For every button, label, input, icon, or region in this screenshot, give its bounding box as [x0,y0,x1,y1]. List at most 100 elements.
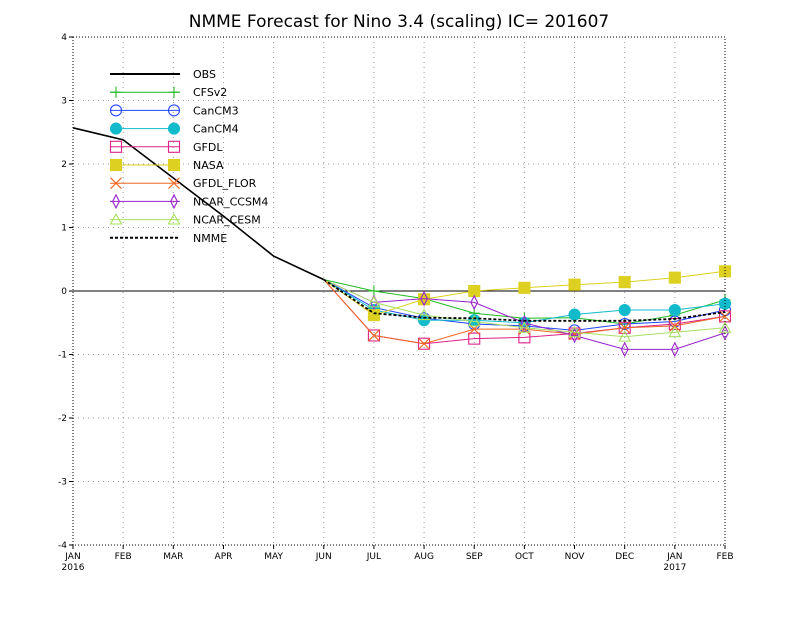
data-point-gfdl-flor [368,329,380,342]
y-tick-label: 0 [61,287,67,297]
legend-marker-gfdl [167,140,181,153]
y-tick-label: 3 [61,97,67,107]
legend-marker-ncar-ccsm4 [170,193,178,210]
legend-entry-nasa: NASA [109,158,224,172]
data-point-gfdl-flor [418,337,430,350]
legend-label-ncar-ccsm4: NCAR_CCSM4 [193,195,268,208]
legend-marker-cancm3 [167,104,181,117]
plot-frame [72,36,726,546]
chart-title: NMME Forecast for Nino 3.4 (scaling) IC=… [189,12,610,32]
x-year-label: 2017 [663,563,686,573]
series-obs [72,127,325,281]
data-point-nasa [568,278,581,291]
legend-marker-nasa [109,158,123,172]
series-lines [72,127,732,358]
data-point-gfdl [367,329,380,342]
data-point-nasa [668,271,681,284]
x-tick-label: JAN [666,552,682,562]
data-point-nasa [518,281,531,294]
data-point-ncar-ccsm4 [470,294,479,311]
data-point-gfdl-flor [719,310,731,323]
legend-marker-ncar-cesm [109,212,123,225]
legend-entry-ncar-ccsm4: NCAR_CCSM4 [110,193,268,210]
data-point-ncar-ccsm4 [620,341,629,358]
y-tick-label: 2 [61,160,67,170]
x-tick-label: SEP [466,552,483,562]
x-tick-label: JUN [315,552,332,562]
x-tick-label: JUL [366,552,381,562]
x-tick-label: DEC [615,552,634,562]
y-tick-label: -2 [58,414,67,424]
data-point-ncar-ccsm4 [670,341,679,358]
legend-label-cancm4: CanCM4 [193,123,239,136]
legend-label-nasa: NASA [193,159,224,172]
x-tick-label: MAR [163,552,183,562]
legend-marker-ncar-ccsm4 [112,193,120,210]
x-tick-label: AUG [414,552,434,562]
legend-marker-cancm4 [109,122,123,135]
legend-entry-gfdl: GFDL [109,140,223,154]
series-line-obs [72,127,325,281]
data-point-cancm4 [668,303,681,317]
legend-label-cfsv2: CFSv2 [193,86,227,99]
y-tick-label: -4 [58,541,67,551]
x-tick-label: APR [215,552,233,562]
legend-label-ncar-cesm: NCAR_CESM [193,214,261,227]
x-tick-label: OCT [515,552,534,562]
y-tick-label: 1 [61,224,67,234]
legend: OBS CFSv2 CanCM3 CanCM4 GFDL NASA GFDL_FLOR NCA… [109,68,268,245]
legend-marker-cfsv2 [110,86,122,98]
data-point-ncar-cesm [517,321,531,333]
legend-marker-cancm4 [167,122,181,135]
data-point-ncar-cesm [417,308,431,321]
y-tick-label: -3 [58,478,67,488]
legend-entry-ncar-cesm: NCAR_CESM [109,212,261,227]
legend-entry-obs: OBS [110,68,216,81]
data-point-ncar-ccsm4 [520,315,529,331]
legend-marker-gfdl [109,140,123,153]
data-point-cancm4 [618,303,631,317]
data-point-cfsv2 [368,285,380,297]
series-ncar-cesm [323,279,732,342]
series-nmme [323,278,726,322]
series-line-ncar-cesm [323,279,726,338]
data-point-ncar-cesm [668,325,682,338]
y-tick-label: -1 [58,351,67,361]
legend-entry-nmme: NMME [110,232,227,245]
x-tick-label: JAN [64,552,80,562]
data-point-nasa [618,276,631,289]
legend-entry-cancm3: CanCM3 [109,104,239,117]
legend-marker-cancm3 [109,104,123,117]
legend-label-nmme: NMME [193,232,227,245]
legend-entry-gfdl-flor: GFDL_FLOR [110,177,257,190]
data-point-ncar-cesm [618,330,632,342]
legend-label-obs: OBS [193,68,216,81]
legend-entry-cancm4: CanCM4 [109,122,239,136]
legend-marker-nasa [167,158,181,172]
legend-label-gfdl: GFDL [193,141,223,154]
x-tick-label: FEB [716,552,733,562]
data-point-gfdl-flor [568,328,581,341]
data-point-cancm4 [568,308,581,321]
legend-entry-cfsv2: CFSv2 [110,86,227,99]
x-tick-label: NOV [565,552,586,562]
series-line-nmme [323,278,726,322]
data-point-ncar-cesm [718,321,732,333]
x-tick-label: MAY [264,552,283,562]
gridlines [73,37,725,545]
data-point-ncar-ccsm4 [570,327,579,344]
plot-border [72,36,726,546]
axes: JAN FEB MAR APR MAY JUN JUL AUG SEP OCT NOV DEC JAN F… [58,33,734,573]
legend-marker-gfdl-flor [110,177,122,190]
legend-marker-ncar-cesm [167,212,181,225]
legend-marker-gfdl-flor [168,177,180,190]
x-year-label: 2016 [62,563,85,573]
data-point-ncar-cesm [568,325,581,338]
data-point-ncar-cesm [467,314,481,327]
x-tick-label: FEB [115,552,132,562]
legend-label-gfdl-flor: GFDL_FLOR [193,177,257,190]
legend-label-cancm3: CanCM3 [193,104,239,117]
data-point-gfdl [418,337,431,350]
data-point-ncar-cesm [367,295,381,308]
